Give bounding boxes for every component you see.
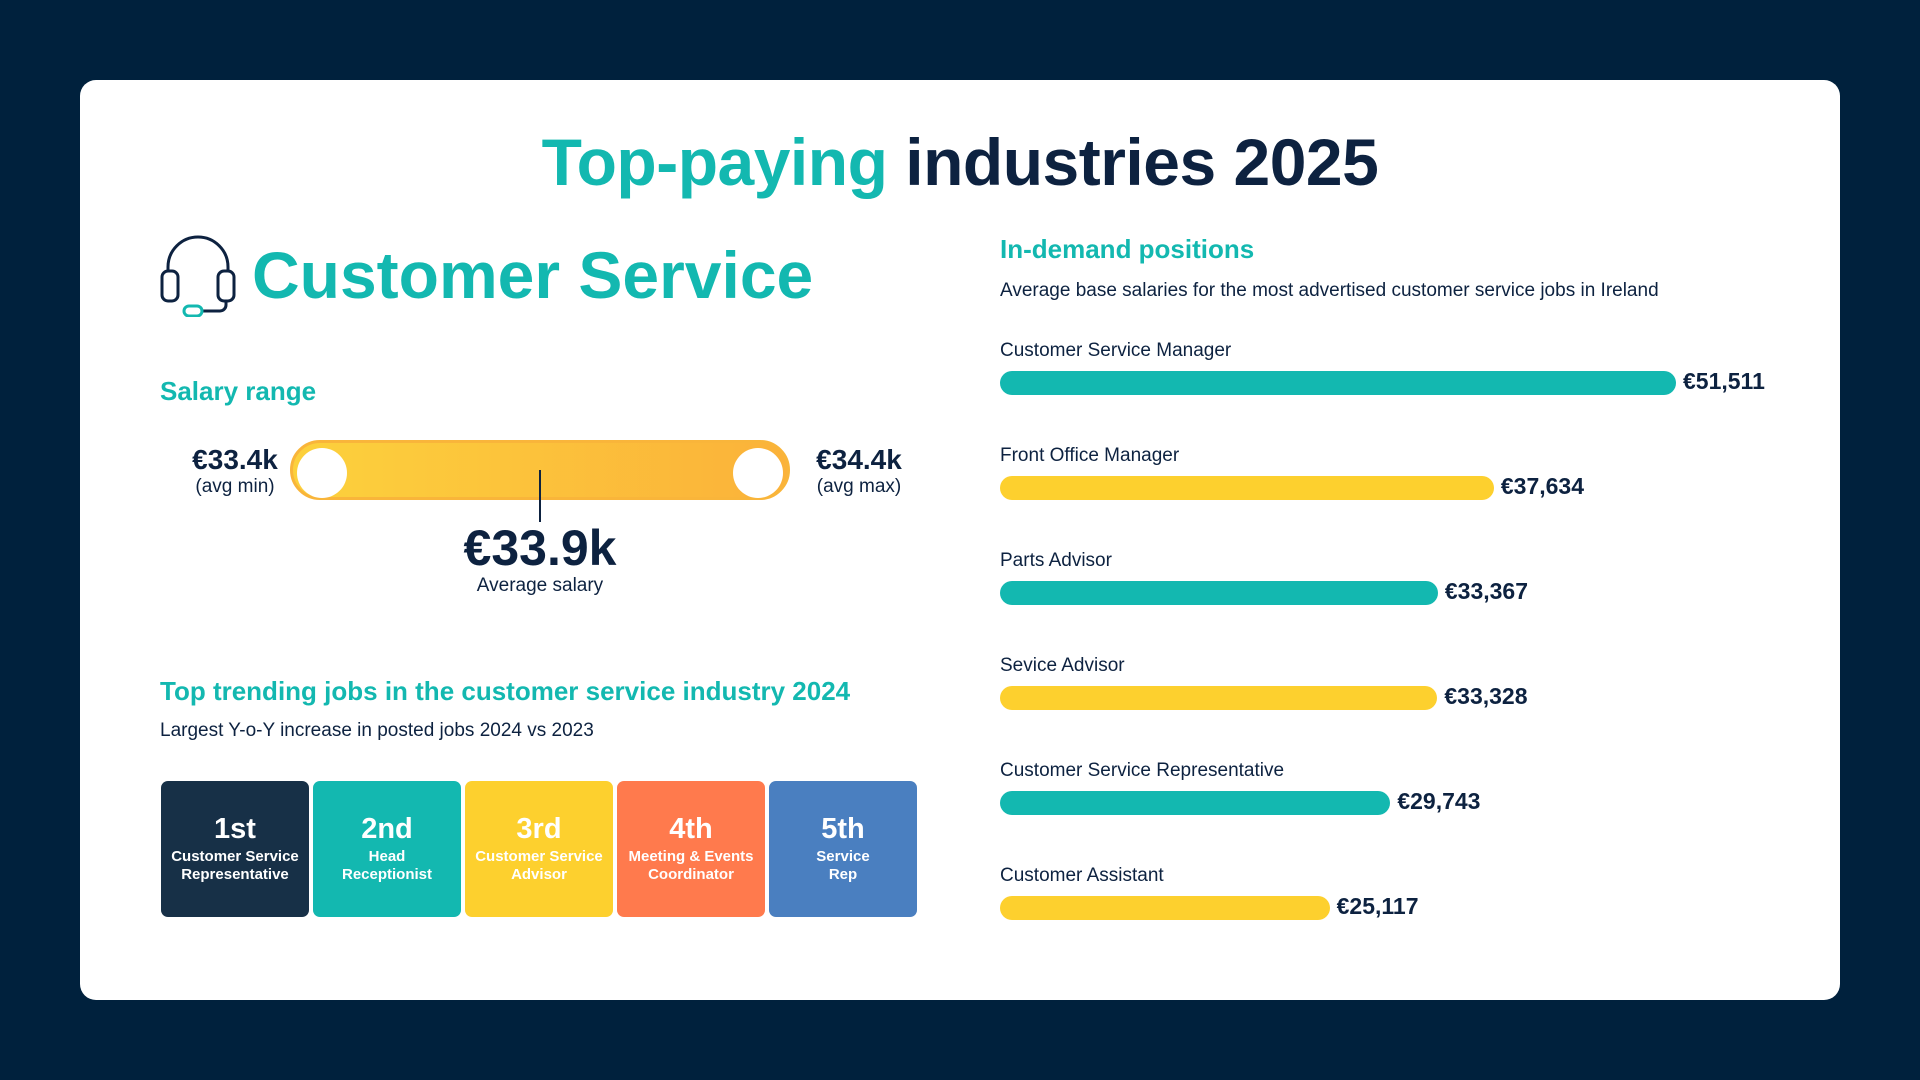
salary-range-heading: Salary range: [160, 376, 317, 406]
bar-label: Customer Service Manager: [1000, 340, 1232, 361]
bar: [1000, 686, 1438, 710]
industry-heading: Customer Service: [158, 230, 813, 320]
trending-jobs-heading: Top trending jobs in the customer servic…: [160, 676, 851, 706]
range-max-knob: [733, 448, 783, 498]
average-salary: €33.9k Average salary: [463, 520, 617, 596]
salary-max: €34.4k (avg max): [816, 444, 902, 497]
tile-job: Head Receptionist: [341, 847, 432, 883]
bar-value-label: €37,634: [1500, 473, 1585, 499]
bar: [1000, 896, 1330, 920]
average-marker-line: [539, 470, 541, 522]
bar: [1000, 791, 1391, 815]
trending-jobs-tiles: 1st Customer Service Representative 2nd H…: [161, 781, 917, 917]
tile-rank: 5th: [821, 813, 865, 846]
trending-job-tile: 3rd Customer Service Advisor: [465, 781, 613, 917]
salary-min: €33.4k (avg min): [192, 444, 278, 497]
page-title: Top-paying industries 2025: [541, 125, 1379, 199]
salary-bar-chart: Customer Service Manager €51,511 Front Off…: [1000, 80, 1800, 1000]
range-min-knob: [297, 448, 347, 498]
bar-value-label: €29,743: [1397, 788, 1481, 814]
in-demand-heading: In-demand positions: [1000, 234, 1255, 264]
bar-label: Parts Advisor: [1000, 550, 1112, 571]
bar-value-label: €33,328: [1444, 683, 1528, 709]
tile-job: Customer Service Advisor: [475, 847, 603, 883]
tile-job: Meeting & Events Coordinator: [628, 847, 754, 883]
tile-job: Service Rep: [816, 847, 870, 883]
tile-rank: 2nd: [361, 813, 413, 846]
tile-rank: 4th: [669, 813, 713, 846]
tile-rank: 1st: [214, 813, 256, 846]
bar: [1000, 476, 1494, 500]
bar: [1000, 581, 1438, 605]
bar-label: Customer Assistant: [1000, 865, 1164, 886]
bar-label: Front Office Manager: [1000, 445, 1180, 466]
bar: [1000, 371, 1676, 395]
bar-value-label: €51,511: [1683, 368, 1765, 394]
trending-job-tile: 1st Customer Service Representative: [161, 781, 309, 917]
industry-name: Customer Service: [252, 238, 814, 312]
bar-value-label: €25,117: [1336, 893, 1419, 919]
tile-rank: 3rd: [516, 813, 562, 846]
trending-job-tile: 5th Service Rep: [769, 781, 917, 917]
trending-jobs-subtitle: Largest Y-o-Y increase in posted jobs 20…: [160, 720, 594, 741]
trending-job-tile: 2nd Head Receptionist: [313, 781, 461, 917]
trending-job-tile: 4th Meeting & Events Coordinator: [617, 781, 765, 917]
tile-job: Customer Service Representative: [171, 847, 299, 883]
bar-label: Sevice Advisor: [1000, 655, 1125, 676]
headset-icon: [160, 235, 236, 317]
in-demand-subtitle: Average base salaries for the most adver…: [1000, 280, 1659, 301]
infographic-card: Top-paying industries 2025 Customer Serv…: [80, 80, 1840, 1000]
bar-value-label: €33,367: [1444, 578, 1529, 604]
bar-label: Customer Service Representative: [1000, 760, 1285, 781]
